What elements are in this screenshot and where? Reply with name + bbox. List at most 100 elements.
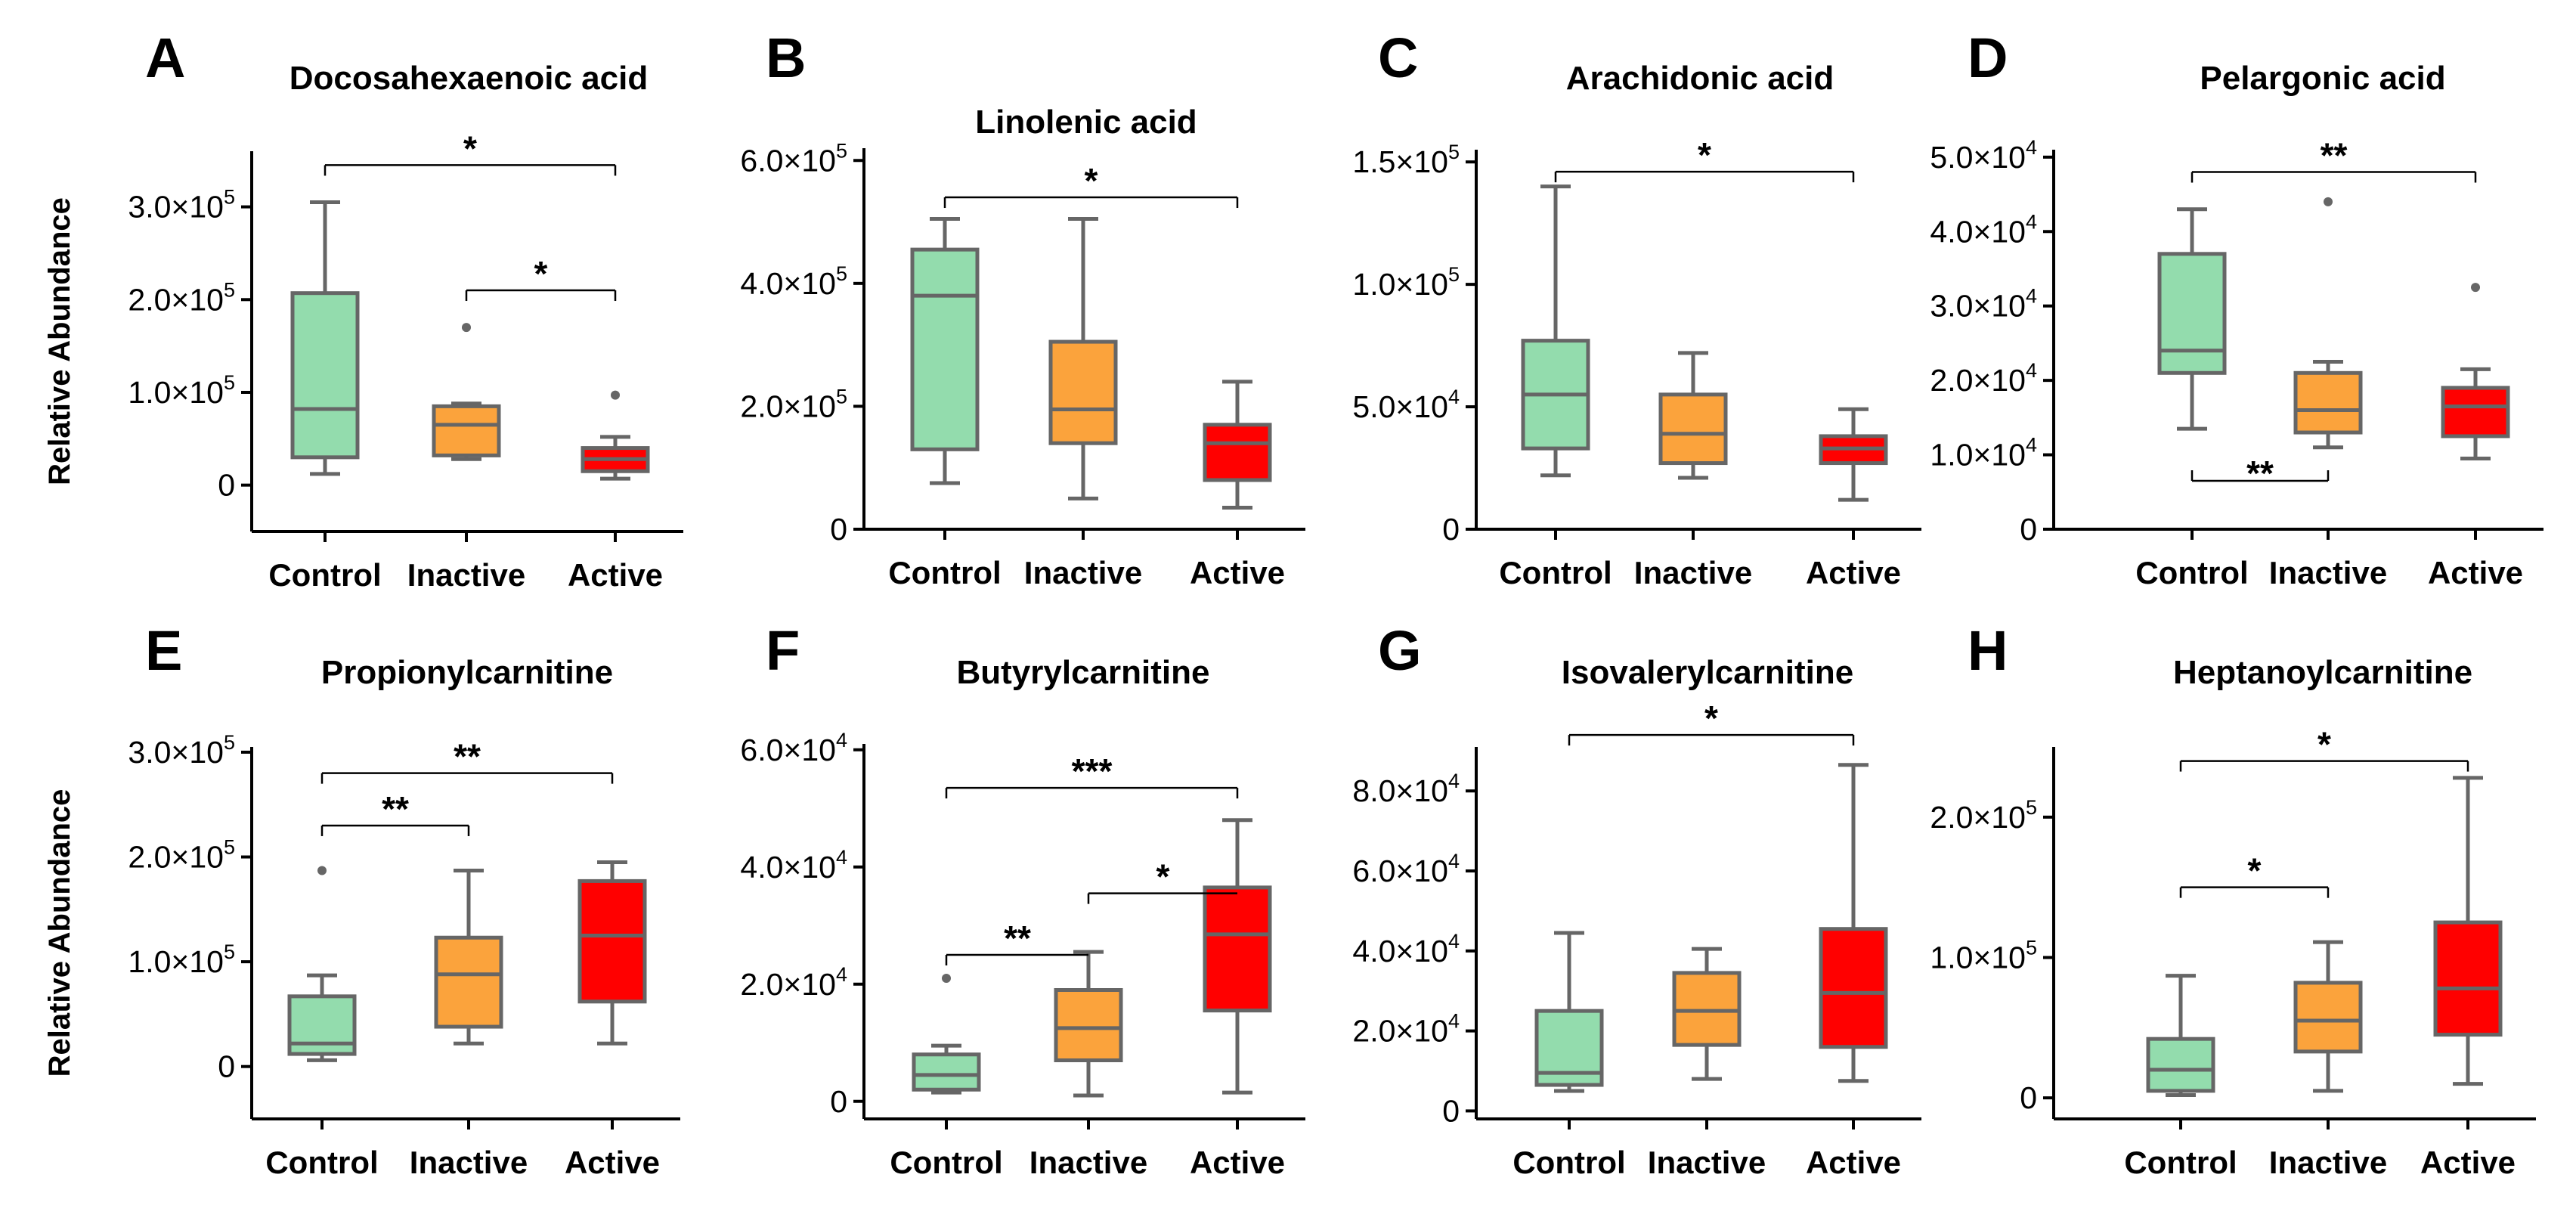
y-tick-label: 1.0×104 [1930,434,2037,473]
box-iqr [2146,1037,2215,1093]
outlier-point [317,866,327,875]
significance-label: * [1698,135,1711,175]
panels: A Docosahexaenoic acid 0 1.0×105 2.0×105 3.0×… [43,26,2543,1180]
x-category-label: Inactive [2269,1145,2387,1180]
box-iqr [2433,920,2503,1037]
significance-bracket: ** [320,737,614,784]
y-tick-label: 2.0×105 [1930,796,2037,835]
significance-label: *** [1072,751,1113,791]
significance-label: ** [1004,919,1031,958]
y-tick-label: 1.0×105 [1352,263,1460,302]
box-iqr [910,247,980,451]
x-category-label: Inactive [2269,555,2387,590]
y-tick-label: 3.0×105 [128,186,235,225]
box-control [912,974,981,1095]
box-iqr [2293,370,2363,435]
x-category-label: Inactive [1648,1145,1766,1180]
y-tick-label: 3.0×104 [1930,285,2037,324]
significance-bracket: * [465,254,617,302]
x-category-label: Inactive [1634,555,1752,590]
outlier-point [2324,197,2333,206]
panel-g: G Isovalerylcarnitine 0 2.0×104 4.0×104 6.0×1… [1352,619,1921,1180]
box-iqr [912,1052,981,1092]
x-category-label: Active [1806,1145,1901,1180]
panel-d: D Pelargonic acid 0 1.0×104 2.0×104 3.0×104 4.… [1930,26,2543,590]
y-tick-label: 5.0×104 [1352,386,1460,424]
panel-letter: C [1378,26,1418,89]
panel-letter: G [1378,619,1422,682]
x-category-label: Inactive [410,1145,528,1180]
x-category-label: Active [565,1145,660,1180]
x-category-label: Inactive [1024,555,1142,590]
y-tick-label: 0 [830,1084,847,1119]
box-active [581,390,650,481]
box-iqr [1048,339,1118,445]
x-category-label: Control [1512,1145,1625,1180]
y-axis-label: Relative Abundance [43,789,76,1077]
box-active [577,860,647,1046]
significance-label: * [2317,725,2331,764]
y-tick-label: 0 [2020,512,2037,547]
y-tick-label: 0 [1442,1093,1460,1128]
panel-title: Heptanoylcarnitine [2173,654,2472,691]
y-tick-label: 6.0×104 [740,729,847,767]
y-tick-label: 6.0×104 [1352,850,1460,888]
box-active [1203,818,1272,1095]
panel-letter: B [766,26,806,89]
significance-bracket: ** [320,789,470,836]
y-tick-label: 2.0×105 [128,836,235,875]
box-active [1819,407,1888,502]
y-tick-label: 0 [1442,512,1460,547]
y-tick-label: 1.0×105 [128,371,235,410]
outlier-point [942,974,951,983]
box-iqr [1203,423,1272,482]
box-inactive [2293,197,2363,450]
significance-bracket: ** [945,919,1088,965]
box-inactive [2293,940,2363,1093]
y-tick-label: 0 [830,512,847,547]
box-control [290,200,360,476]
x-category-label: Control [265,1145,378,1180]
y-tick-label: 0 [218,468,235,503]
box-control [2157,207,2227,431]
panel-e: E Propionylcarnitine 0 1.0×105 2.0×105 3.0×10… [43,619,680,1180]
outlier-point [462,323,471,333]
significance-bracket: *** [945,751,1239,799]
x-category-label: Inactive [407,557,525,593]
x-category-label: Control [2135,555,2248,590]
significance-bracket: * [324,129,617,176]
y-tick-label: 4.0×104 [1930,210,2037,249]
box-iqr [2441,386,2510,438]
significance-bracket: * [2179,851,2330,898]
box-inactive [1048,216,1118,500]
x-category-label: Active [2420,1145,2516,1180]
panel-letter: D [1968,26,2008,89]
y-tick-label: 0 [218,1049,235,1084]
y-tick-label: 2.0×104 [1352,1010,1460,1049]
significance-bracket: ** [2191,454,2330,493]
x-category-label: Control [888,555,1001,590]
box-control [1534,931,1604,1093]
y-tick-label: 0 [2020,1080,2037,1115]
panel-title: Isovalerylcarnitine [1562,654,1853,691]
y-tick-label: 2.0×104 [740,963,847,1002]
box-iqr [1658,392,1728,466]
panel-c: C Arachidonic acid 0 5.0×104 1.0×105 1.5×105 C… [1352,26,1921,590]
panel-title: Docosahexaenoic acid [289,60,648,97]
y-axis-label: Relative Abundance [43,197,76,485]
significance-label: * [1156,857,1170,897]
panel-title: Linolenic acid [975,104,1197,141]
box-control [910,216,980,485]
significance-label: ** [2246,454,2274,493]
box-control [1521,184,1590,478]
y-tick-label: 1.5×105 [1352,141,1460,179]
y-tick-label: 4.0×104 [1352,930,1460,968]
significance-label: * [1085,161,1098,200]
significance-bracket: * [943,161,1239,209]
panel-title: Butyrylcarnitine [957,654,1210,691]
x-category-label: Active [1190,555,1285,590]
box-inactive [1054,950,1123,1098]
box-iqr [290,291,360,460]
box-inactive [1658,351,1728,480]
box-control [287,866,357,1062]
